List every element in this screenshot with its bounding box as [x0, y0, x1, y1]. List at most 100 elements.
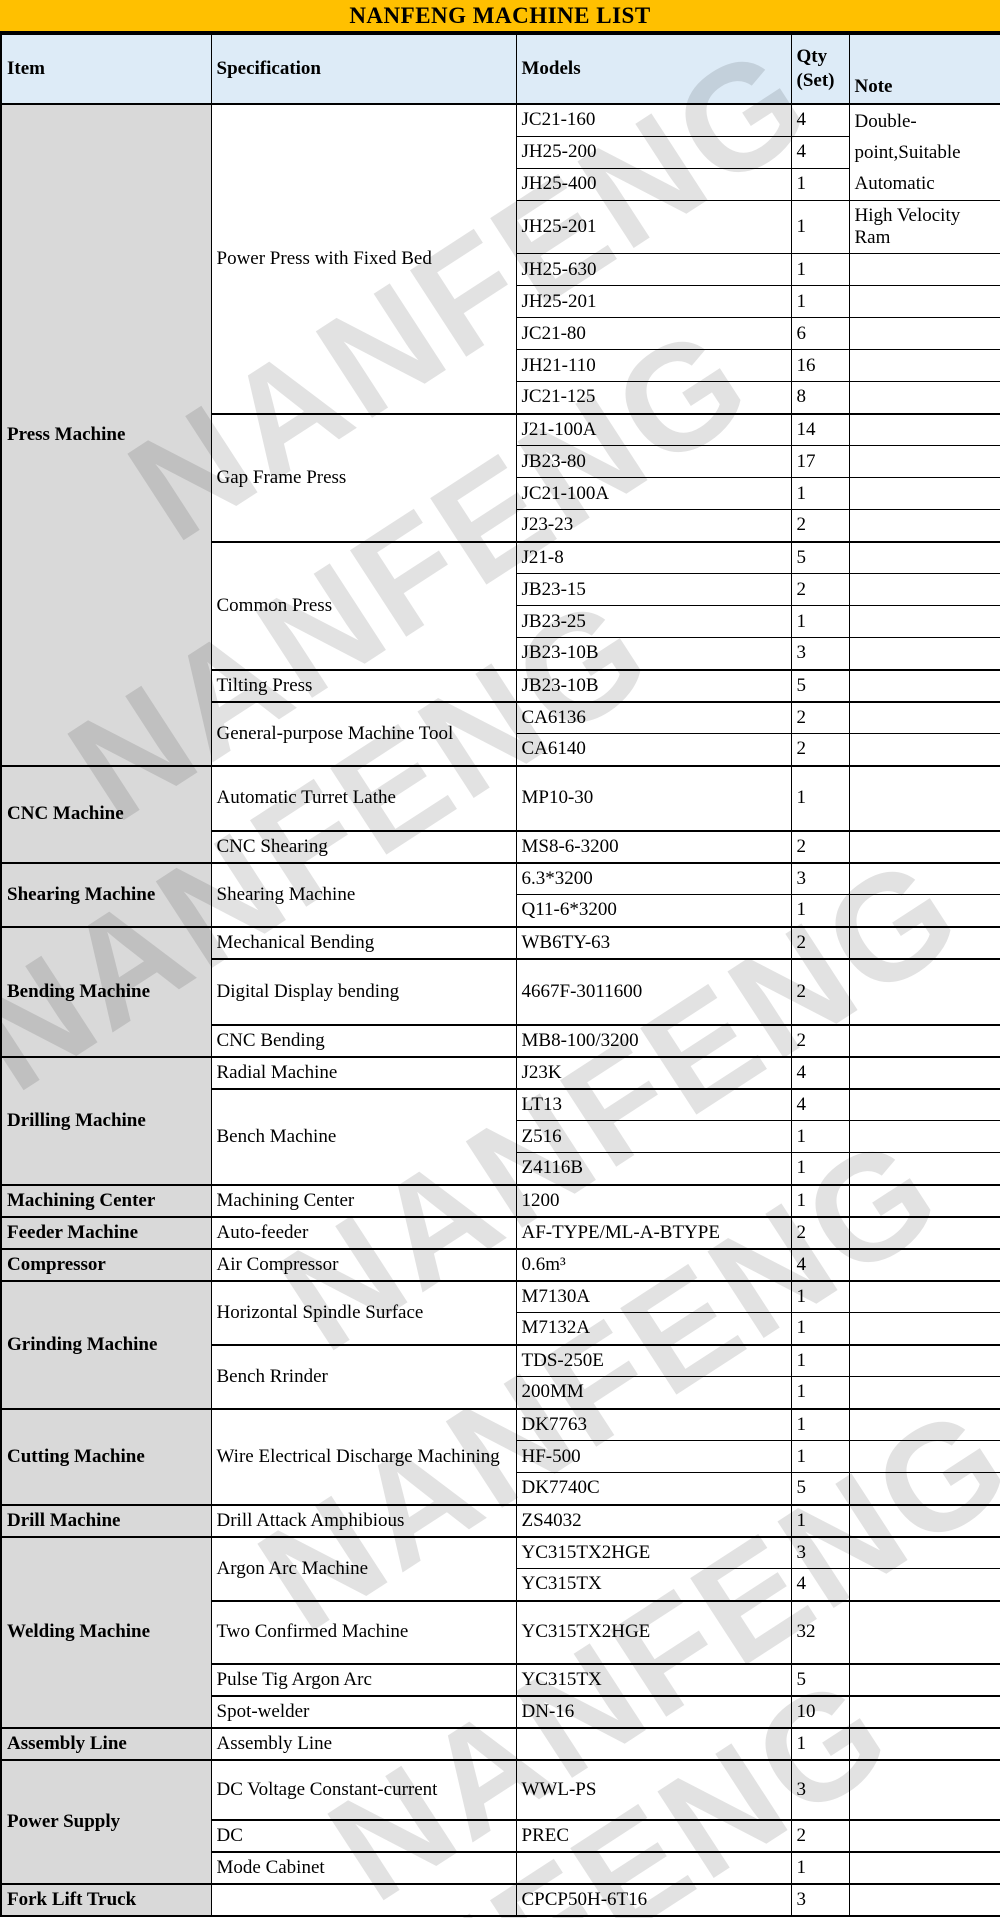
item-cell: Fork Lift Truck — [0, 1882, 212, 1916]
note-cell — [848, 1087, 1000, 1121]
header-row: Item Specification Models Qty (Set) Note — [0, 33, 1000, 105]
note-cell — [848, 317, 1000, 350]
spec-cell: CNC Bending — [210, 1023, 517, 1057]
table-row: M7132A 1 — [1, 1312, 1000, 1345]
table-row: DK7740C 5 — [1, 1472, 1000, 1505]
spec-cell: Horizontal Spindle Surface — [210, 1279, 517, 1345]
note-cell — [848, 1568, 1000, 1601]
table-row: Cutting Machine Wire Electrical Discharge… — [0, 1407, 1000, 1505]
model-cell: LT13 — [515, 1087, 792, 1121]
qty-cell: 1 — [790, 200, 850, 254]
note-cell — [848, 1407, 1000, 1441]
table-row: Assembly Line Assembly Line 1 — [0, 1726, 1000, 1760]
note-cell — [848, 1376, 1000, 1409]
table-row: CNC Shearing MS8-6-3200 2 — [1, 829, 1000, 863]
model-cell: JC21-100A — [515, 477, 792, 510]
model-cell: PREC — [515, 1818, 792, 1852]
qty-cell: 3 — [790, 1758, 850, 1820]
title-bar: NANFENG MACHINE LIST — [0, 0, 1000, 33]
qty-cell: 2 — [790, 1818, 850, 1852]
note-cell — [848, 1694, 1000, 1728]
table-row: Spot-welder DN-16 10 — [1, 1694, 1000, 1728]
table-row: JB23-25 1 — [1, 605, 1000, 638]
qty-cell: 2 — [790, 957, 850, 1025]
item-cell: Shearing Machine — [0, 861, 212, 927]
table-row: Gap Frame Press J21-100A 14 — [1, 412, 1000, 542]
qty-cell: 2 — [790, 925, 850, 959]
qty-cell: 17 — [790, 445, 850, 478]
spec-cell: General-purpose Machine Tool — [210, 700, 517, 766]
model-cell: JH25-200 — [515, 135, 792, 169]
note-cell — [848, 668, 1000, 702]
note-cell — [848, 349, 1000, 382]
note-cell — [848, 1023, 1000, 1057]
table-row: DC PREC 2 — [1, 1818, 1000, 1852]
qty-cell: 1 — [790, 605, 850, 638]
table-row: Two Confirmed Machine YC315TX2HGE 32 — [1, 1599, 1000, 1664]
note-cell: Double-point,Suitable Automatic — [848, 103, 1000, 201]
model-cell: WWL-PS — [515, 1758, 792, 1820]
qty-cell: 10 — [790, 1694, 850, 1728]
qty-cell: 3 — [790, 1882, 850, 1916]
model-cell: JH25-630 — [515, 253, 792, 286]
model-cell: 0.6m³ — [515, 1247, 792, 1281]
model-cell: Q11-6*3200 — [515, 894, 792, 927]
qty-cell: 4 — [790, 102, 850, 137]
note-cell — [848, 253, 1000, 286]
table-row: JC21-80 6 — [1, 317, 1000, 350]
table-row: Feeder Machine Auto-feeder AF-TYPE/ML-A-BT… — [0, 1215, 1000, 1249]
table-row: Mode Cabinet 1 — [1, 1850, 1000, 1884]
model-cell: JC21-125 — [515, 381, 792, 414]
qty-header-line2: (Set) — [796, 70, 835, 91]
note-cell — [848, 1120, 1000, 1153]
model-cell: 1200 — [515, 1183, 792, 1217]
spec-cell: Mode Cabinet — [210, 1850, 517, 1884]
note-cell — [848, 1850, 1000, 1884]
qty-cell: 2 — [790, 733, 850, 766]
table-row: JH25-201 1 — [1, 285, 1000, 318]
item-cell: Drilling Machine — [0, 1055, 212, 1185]
qty-cell: 2 — [790, 573, 850, 606]
item-cell: Compressor — [0, 1247, 212, 1281]
spec-cell: Mechanical Bending — [210, 925, 517, 959]
table-row: CNC Machine Automatic Turret Lathe MP10-30… — [0, 764, 1000, 863]
model-cell: JB23-80 — [515, 445, 792, 478]
table-row: Pulse Tig Argon Arc YC315TX 5 — [1, 1662, 1000, 1696]
model-cell: DN-16 — [515, 1694, 792, 1728]
qty-cell: 1 — [790, 1152, 850, 1185]
qty-cell: 4 — [790, 135, 850, 169]
spec-cell: Argon Arc Machine — [210, 1535, 517, 1601]
note-cell — [848, 925, 1000, 959]
table-row: Press Machine Power Press with Fixed Bed J… — [0, 102, 1000, 766]
model-cell: CPCP50H-6T16 — [515, 1882, 792, 1916]
item-cell: Feeder Machine — [0, 1215, 212, 1249]
note-cell — [848, 1247, 1000, 1281]
spec-cell: Bench Rrinder — [210, 1343, 517, 1409]
table-row: Bending Machine Mechanical Bending WB6TY-6… — [0, 925, 1000, 1057]
note-cell — [848, 1055, 1000, 1089]
column-header-qty: Qty (Set) — [790, 33, 850, 105]
qty-cell: 6 — [790, 317, 850, 350]
note-cell — [848, 1758, 1000, 1820]
qty-cell: 32 — [790, 1599, 850, 1664]
item-cell: Bending Machine — [0, 925, 212, 1057]
model-cell: CA6140 — [515, 733, 792, 766]
item-cell: Assembly Line — [0, 1726, 212, 1760]
model-cell: MP10-30 — [515, 764, 792, 831]
model-cell: JB23-10B — [515, 637, 792, 670]
note-cell — [848, 1599, 1000, 1664]
model-cell: JB23-25 — [515, 605, 792, 638]
model-cell: J23-23 — [515, 509, 792, 542]
column-header-models: Models — [515, 33, 792, 105]
note-cell — [848, 412, 1000, 446]
table-row: Machining Center Machining Center 1200 1 — [0, 1183, 1000, 1217]
table-row: 200MM 1 — [1, 1376, 1000, 1409]
qty-cell: 1 — [790, 764, 850, 831]
spec-cell: Common Press — [210, 540, 517, 670]
spec-cell: Machining Center — [210, 1183, 517, 1217]
spec-cell: Two Confirmed Machine — [210, 1599, 517, 1664]
model-cell: J23K — [515, 1055, 792, 1089]
qty-cell: 1 — [790, 1183, 850, 1217]
note-cell — [848, 1312, 1000, 1345]
item-cell: Drill Machine — [0, 1503, 212, 1537]
